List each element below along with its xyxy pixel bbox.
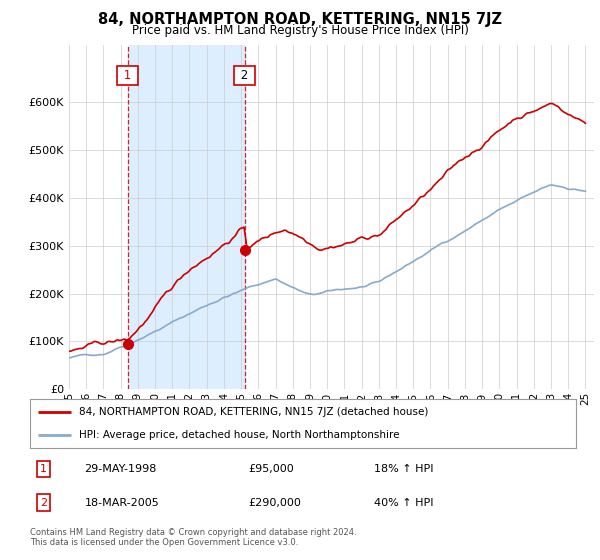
Text: 1: 1 (120, 69, 135, 82)
Text: £290,000: £290,000 (248, 498, 301, 507)
Text: 2: 2 (237, 69, 252, 82)
Text: 84, NORTHAMPTON ROAD, KETTERING, NN15 7JZ (detached house): 84, NORTHAMPTON ROAD, KETTERING, NN15 7J… (79, 407, 428, 417)
Text: Price paid vs. HM Land Registry's House Price Index (HPI): Price paid vs. HM Land Registry's House … (131, 24, 469, 36)
Bar (128, 45, 245, 389)
Text: 84, NORTHAMPTON ROAD, KETTERING, NN15 7JZ: 84, NORTHAMPTON ROAD, KETTERING, NN15 7J… (98, 12, 502, 27)
Text: 29-MAY-1998: 29-MAY-1998 (85, 464, 157, 474)
Text: 18% ↑ HPI: 18% ↑ HPI (374, 464, 433, 474)
Text: 40% ↑ HPI: 40% ↑ HPI (374, 498, 433, 507)
Text: £95,000: £95,000 (248, 464, 294, 474)
Text: Contains HM Land Registry data © Crown copyright and database right 2024.: Contains HM Land Registry data © Crown c… (30, 528, 356, 536)
Text: 1: 1 (40, 464, 47, 474)
Text: 2: 2 (40, 498, 47, 507)
Text: HPI: Average price, detached house, North Northamptonshire: HPI: Average price, detached house, Nort… (79, 430, 400, 440)
Text: This data is licensed under the Open Government Licence v3.0.: This data is licensed under the Open Gov… (30, 538, 298, 547)
Text: 18-MAR-2005: 18-MAR-2005 (85, 498, 160, 507)
